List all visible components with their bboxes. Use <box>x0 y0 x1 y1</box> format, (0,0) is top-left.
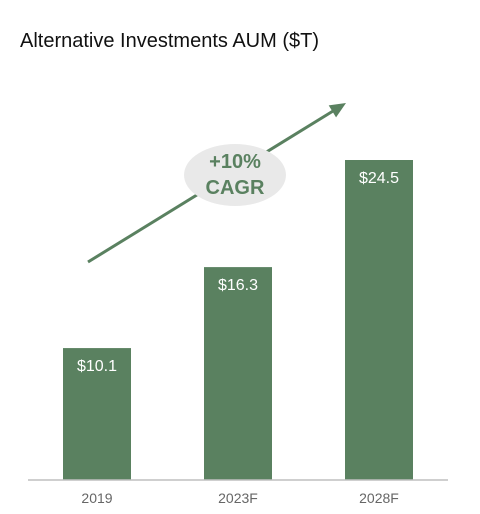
cagr-annotation: +10% CAGR <box>87 103 346 264</box>
bar-value-label: $10.1 <box>77 358 117 375</box>
x-tick-label: 2023F <box>218 490 258 506</box>
bar-2023F <box>204 267 272 480</box>
cagr-badge <box>184 144 286 206</box>
cagr-arrow-head-icon <box>328 103 346 118</box>
bar-2019 <box>63 348 131 480</box>
bars-group <box>63 160 413 480</box>
cagr-badge-line2: CAGR <box>206 177 265 199</box>
x-tick-labels-group: 2019 2023F 2028F <box>81 490 398 506</box>
bar-labels-group: $10.1 $16.3 $24.5 <box>77 170 399 375</box>
bar-value-label: $16.3 <box>218 277 258 294</box>
cagr-badge-line1: +10% <box>209 151 261 173</box>
chart-title: Alternative Investments AUM ($T) <box>20 30 319 52</box>
x-tick-label: 2028F <box>359 490 399 506</box>
x-tick-label: 2019 <box>81 490 112 506</box>
bar-2028F <box>345 160 413 480</box>
bar-value-label: $24.5 <box>359 170 399 187</box>
